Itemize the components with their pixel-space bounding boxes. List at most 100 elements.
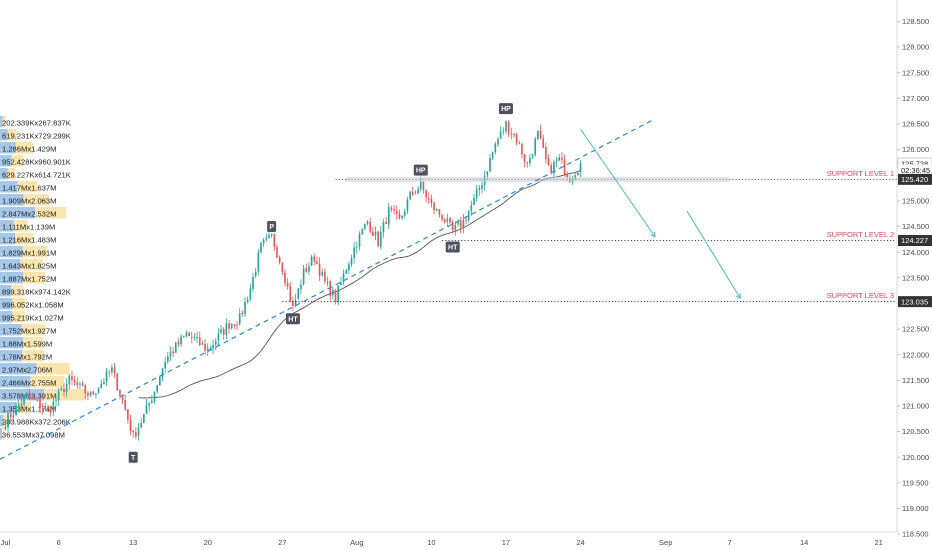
candle: [68, 374, 71, 390]
candle: [132, 430, 135, 438]
time-tick-label: 20: [204, 538, 212, 547]
candle: [542, 134, 545, 149]
candle: [523, 154, 526, 168]
volume-profile-label: 1.829Mx1.991M: [2, 249, 56, 258]
candle: [193, 333, 196, 341]
price-tick-label: 124.500: [902, 222, 929, 231]
support-level-label: SUPPORT LEVEL 1: [827, 169, 894, 178]
candle: [9, 410, 12, 424]
candle: [340, 277, 342, 286]
candle: [238, 308, 241, 326]
candle: [49, 405, 52, 417]
volume-profile-row: 1.417Mx1.637M: [0, 181, 56, 193]
volume-buy-bar: [0, 129, 8, 141]
candle: [414, 190, 417, 195]
volume-profile-label: 1.643Mx1.825M: [2, 262, 56, 271]
candle: [79, 381, 81, 389]
volume-buy-bar: [0, 376, 31, 388]
pattern-tag[interactable]: P: [267, 221, 277, 233]
candle: [321, 268, 324, 277]
candle: [92, 391, 95, 396]
volume-profile-row: 1.216Mx1.483M: [0, 233, 56, 245]
candle: [502, 127, 505, 136]
support-level[interactable]: SUPPORT LEVEL 3: [282, 291, 897, 303]
pattern-tag[interactable]: HT: [285, 313, 300, 325]
candle: [241, 310, 244, 317]
volume-buy-bar: [0, 155, 12, 167]
price-badge-label: 124.227: [901, 236, 928, 245]
volume-profile-label: 899.318Kx974.142K: [2, 288, 71, 297]
pattern-tag-label: T: [131, 455, 136, 462]
candle: [289, 281, 292, 303]
price-tick-label: 121.500: [902, 376, 929, 385]
candle: [63, 383, 65, 397]
candle: [324, 268, 326, 285]
candle: [17, 399, 20, 413]
projection-arrow[interactable]: [686, 210, 741, 300]
candle: [489, 153, 491, 173]
volume-profile-label: 996.052Kx1.058M: [2, 301, 64, 310]
candle: [60, 386, 63, 391]
candle: [577, 171, 579, 176]
volume-profile-label: 1.887Mx1.752M: [2, 275, 56, 284]
pattern-tag[interactable]: HP: [413, 164, 428, 176]
candle: [438, 208, 441, 218]
candle: [220, 325, 222, 335]
price-tick-label: 122.000: [902, 350, 929, 359]
pattern-tag[interactable]: T: [128, 451, 138, 463]
price-badge-label: 123.035: [901, 297, 928, 306]
candle: [513, 132, 515, 138]
candle: [366, 220, 369, 226]
candle: [446, 213, 449, 227]
candle: [108, 370, 111, 378]
candle: [166, 351, 169, 365]
volume-buy-bar: [0, 324, 22, 336]
candle: [23, 394, 25, 409]
candle: [379, 226, 382, 250]
candle: [95, 393, 97, 399]
candle: [443, 217, 446, 224]
candle: [270, 233, 273, 239]
trendline[interactable]: [0, 118, 656, 468]
volume-profile-label: 202.339Kx267.837K: [2, 119, 71, 128]
candle: [20, 398, 23, 409]
support-level[interactable]: SUPPORT LEVEL 2: [442, 230, 897, 241]
candle: [81, 381, 84, 387]
candle: [411, 186, 414, 197]
time-tick-label: Aug: [350, 538, 363, 547]
projection-arrow[interactable]: [580, 128, 656, 238]
volume-sell-bar: [11, 285, 24, 297]
volume-buy-bar: [0, 194, 24, 206]
candle: [393, 205, 395, 215]
volume-profile: 202.339Kx267.837K 619.231Kx729.299K 1.286M…: [0, 116, 86, 440]
candle: [371, 226, 374, 237]
volume-buy-bar: [0, 337, 24, 349]
candle: [276, 244, 278, 259]
candle: [353, 242, 356, 264]
volume-buy-bar: [0, 428, 2, 440]
candle: [457, 219, 459, 227]
candle: [119, 388, 121, 400]
candle: [342, 269, 345, 286]
candle: [356, 241, 358, 254]
candle: [433, 201, 435, 215]
candle: [190, 331, 193, 344]
candle: [204, 339, 206, 356]
volume-sell-bar: [20, 259, 43, 271]
time-tick-label: Jul: [1, 538, 11, 547]
candle: [257, 248, 260, 276]
price-badge: 124.227: [898, 235, 932, 247]
volume-sell-bar: [36, 363, 70, 375]
candle: [7, 412, 9, 432]
candle: [300, 279, 302, 295]
candles-layer: [4, 120, 582, 441]
candle: [579, 160, 582, 178]
pattern-tag[interactable]: HP: [498, 103, 513, 115]
volume-buy-bar: [0, 220, 14, 232]
price-tick-label: 120.000: [902, 453, 929, 462]
candle: [225, 318, 228, 340]
pattern-tag[interactable]: HT: [445, 241, 460, 253]
candle: [55, 394, 57, 407]
candle: [318, 257, 321, 281]
